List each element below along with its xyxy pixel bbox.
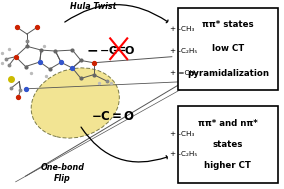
Text: $\mathbf{O}$: $\mathbf{O}$ [124,44,135,56]
Text: + -CH₃: + -CH₃ [170,131,194,137]
Text: low CT: low CT [212,44,244,53]
FancyBboxPatch shape [178,8,278,90]
Text: pyramidalization: pyramidalization [187,69,269,78]
Ellipse shape [31,68,119,138]
Text: states: states [213,140,243,149]
Text: + -CH₃: + -CH₃ [170,26,194,32]
FancyBboxPatch shape [178,106,278,183]
Text: $\mathbf{-}$: $\mathbf{-}$ [86,42,98,56]
Text: Hula Twist: Hula Twist [70,2,117,11]
Text: higher CT: higher CT [204,161,251,170]
Text: + =CH₂: + =CH₂ [170,70,198,76]
Text: $\mathbf{-C}$: $\mathbf{-C}$ [99,44,117,56]
Text: ππ* states: ππ* states [202,20,254,29]
Text: + -C₂H₅: + -C₂H₅ [170,151,197,157]
Text: ππ* and nπ*: ππ* and nπ* [198,119,258,128]
Text: $\mathbf{-C{=}O}$: $\mathbf{-C{=}O}$ [91,110,136,123]
Text: + -C₂H₅: + -C₂H₅ [170,48,197,54]
Text: One-bond
Flip: One-bond Flip [41,163,84,183]
